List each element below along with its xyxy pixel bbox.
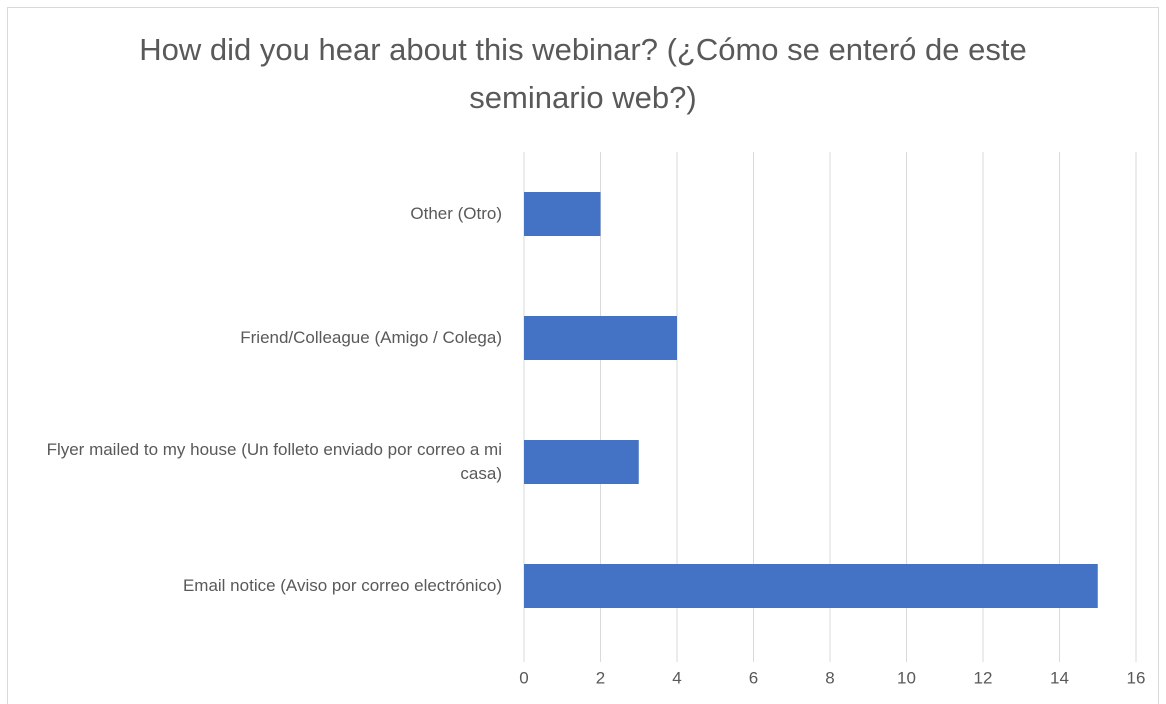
x-tick-label: 6 [749,668,758,687]
chart-border [7,7,1159,704]
chart-title: How did you hear about this webinar? (¿C… [139,32,1027,115]
x-tick-label: 14 [1050,668,1069,687]
x-tick-label: 12 [974,668,993,687]
y-tick-label: Flyer mailed to my house (Un folleto env… [46,440,502,483]
x-tick-label: 10 [897,668,916,687]
x-tick-label: 16 [1127,668,1146,687]
x-tick-label: 4 [672,668,681,687]
bar [524,192,601,236]
y-tick-label: Friend/Colleague (Amigo / Colega) [240,328,502,347]
x-tick-label: 2 [596,668,605,687]
bar [524,564,1098,608]
y-tick-label: Other (Otro) [410,204,502,223]
x-tick-label: 0 [519,668,528,687]
y-tick-label: Email notice (Aviso por correo electróni… [182,576,502,595]
bar [524,440,639,484]
bar [524,316,677,360]
x-tick-label: 8 [825,668,834,687]
